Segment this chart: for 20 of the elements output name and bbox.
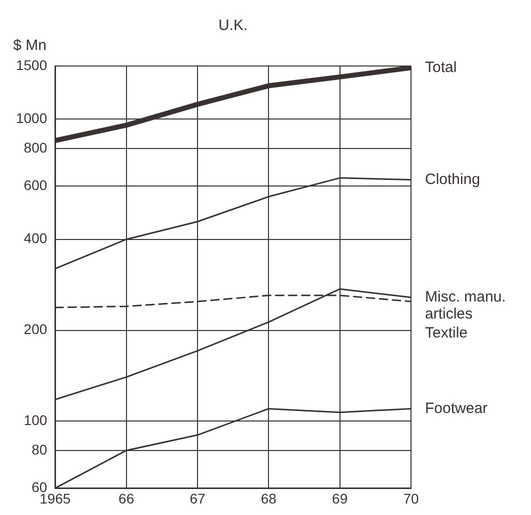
series-label: Total bbox=[425, 58, 457, 76]
x-tick-label: 68 bbox=[260, 490, 277, 506]
y-tick-label: 400 bbox=[24, 230, 48, 246]
series-label: Clothing bbox=[425, 170, 480, 188]
y-tick-label: 200 bbox=[24, 321, 48, 338]
y-tick-label: 80 bbox=[32, 441, 48, 458]
series-label: Misc. manu. articles bbox=[425, 288, 506, 323]
chart-title: U.K. bbox=[218, 17, 248, 34]
x-tick-label: 69 bbox=[332, 490, 348, 506]
y-tick-label: 600 bbox=[24, 177, 48, 194]
x-tick-label: 70 bbox=[403, 490, 419, 506]
y-tick-label: 800 bbox=[24, 139, 48, 156]
y-tick-label: 1500 bbox=[16, 56, 48, 73]
x-tick-label: 67 bbox=[190, 490, 206, 506]
y-axis-title: $ Mn bbox=[13, 37, 47, 54]
x-tick-label: 66 bbox=[118, 490, 134, 506]
y-tick-label: 100 bbox=[24, 412, 48, 428]
series-label: Textile bbox=[425, 324, 468, 342]
y-tick-label: 1000 bbox=[16, 110, 48, 126]
series-label: Footwear bbox=[425, 400, 488, 417]
